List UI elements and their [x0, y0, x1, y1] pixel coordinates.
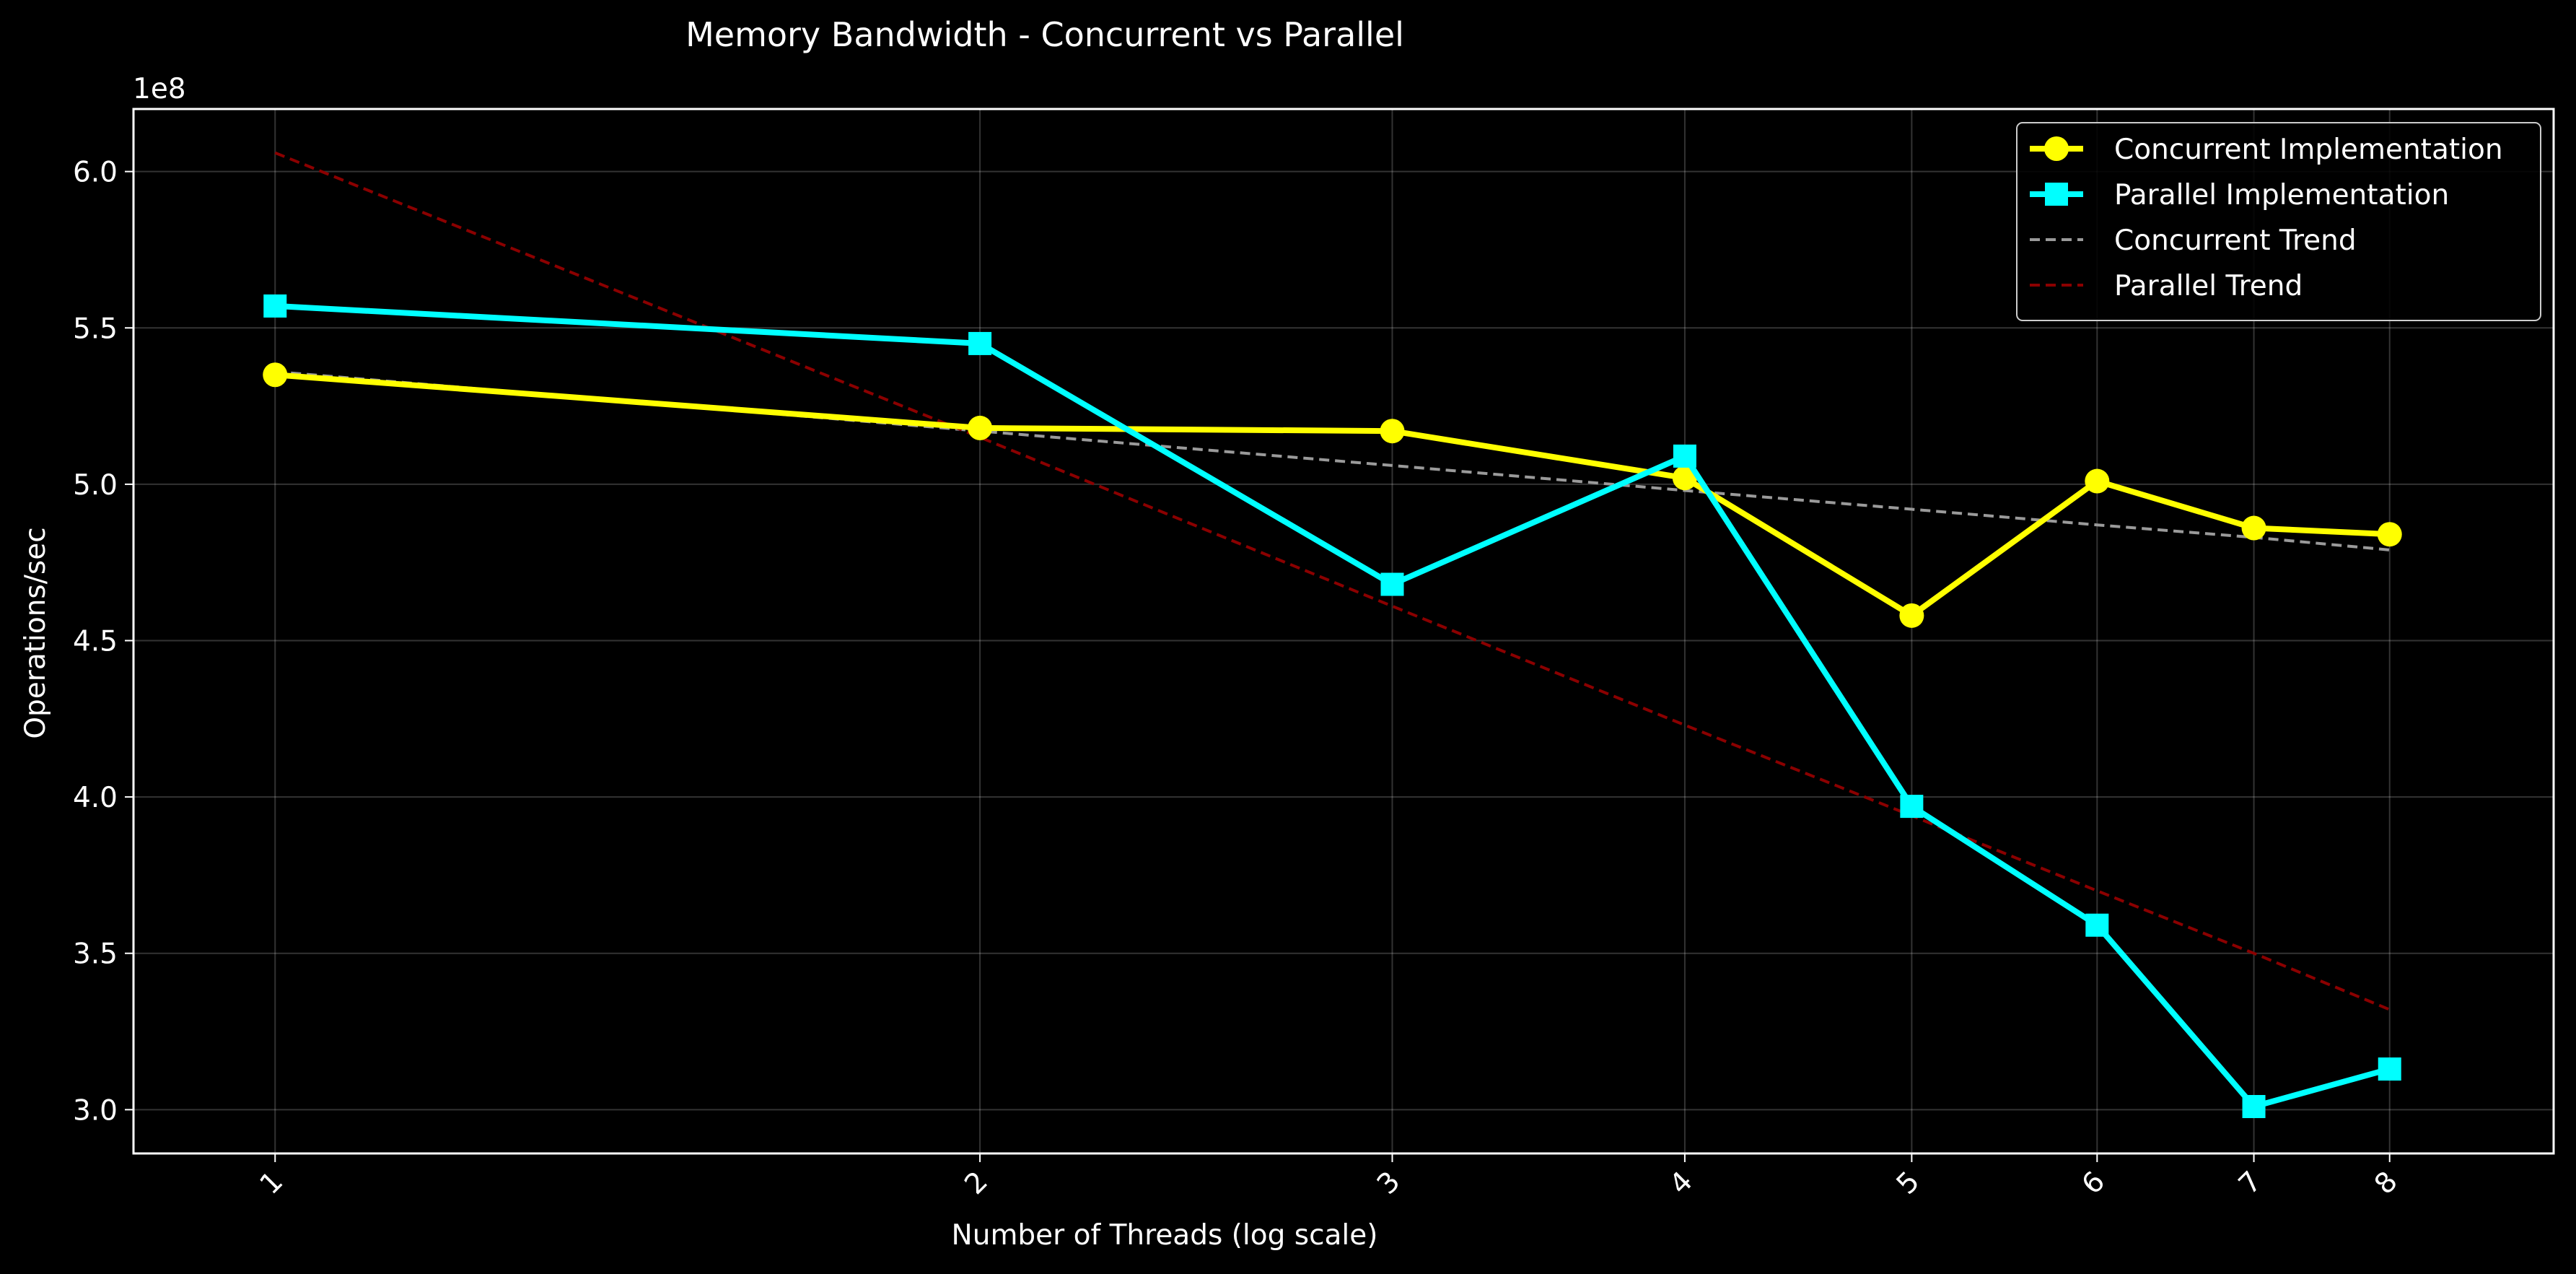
- parallel-trend-series: [274, 151, 2391, 1011]
- concurrent-implementation-point: [1380, 419, 1405, 444]
- legend-label: Parallel Implementation: [2114, 179, 2449, 211]
- parallel-implementation-point: [2378, 1057, 2401, 1081]
- legend-marker: [2045, 183, 2068, 206]
- parallel-implementation-point: [1900, 795, 1924, 819]
- parallel-implementation-point: [968, 331, 992, 355]
- y-tick-label: 3.0: [73, 1094, 118, 1127]
- legend-item: Concurrent Trend: [2030, 224, 2357, 257]
- chart-title: Memory Bandwidth - Concurrent vs Paralle…: [685, 15, 1404, 54]
- concurrent-implementation-point: [2241, 515, 2266, 541]
- concurrent-trend-series: [275, 370, 2390, 551]
- y-axis-label: Operations/sec: [19, 527, 52, 738]
- x-axis-label: Number of Threads (log scale): [952, 1219, 1378, 1252]
- concurrent-implementation-point: [1899, 603, 1924, 628]
- parallel-implementation-point: [2242, 1095, 2266, 1119]
- legend: Concurrent Implementation Parallel Implem…: [2016, 122, 2541, 321]
- parallel-trend-line: [274, 151, 2391, 1011]
- parallel-implementation-point: [1673, 444, 1696, 468]
- y-tick-label: 4.5: [73, 625, 118, 658]
- parallel-implementation-point: [263, 294, 287, 318]
- concurrent-implementation-point: [968, 415, 993, 440]
- concurrent-implementation-point: [2377, 522, 2402, 547]
- y-tick-label: 5.0: [73, 469, 118, 502]
- concurrent-implementation-point: [2085, 468, 2110, 494]
- axis-ticks: 1 2 3 4 5 6 7 83.03.54.04.55.05.56.0: [73, 157, 2404, 1201]
- concurrent-implementation-series: [263, 362, 2402, 628]
- legend-item: Parallel Trend: [2030, 270, 2303, 302]
- legend-item: Concurrent Implementation: [2030, 134, 2503, 166]
- y-offset-label: 1e8: [133, 73, 186, 105]
- y-tick-label: 5.5: [73, 313, 118, 345]
- legend-box: [2016, 122, 2541, 321]
- parallel-implementation-point: [2085, 913, 2109, 937]
- plot-frame: [132, 108, 2555, 1155]
- legend-label: Concurrent Trend: [2114, 224, 2357, 257]
- legend-item: Parallel Implementation: [2030, 179, 2449, 211]
- legend-marker: [2044, 136, 2069, 161]
- y-tick-label: 6.0: [73, 157, 118, 189]
- y-tick-label: 4.0: [73, 782, 118, 814]
- concurrent-trend-line: [275, 370, 2390, 551]
- y-tick-label: 3.5: [73, 938, 118, 971]
- legend-label: Parallel Trend: [2114, 270, 2303, 302]
- concurrent-implementation-point: [1672, 466, 1697, 491]
- parallel-implementation-point: [1380, 572, 1404, 596]
- concurrent-implementation-point: [263, 362, 288, 388]
- trend-lines: [274, 151, 2391, 1011]
- parallel-implementation-series: [263, 294, 2401, 1119]
- legend-label: Concurrent Implementation: [2114, 134, 2503, 166]
- series-lines: [263, 294, 2402, 1119]
- parallel-implementation-line: [275, 302, 2391, 1109]
- concurrent-implementation-line: [274, 372, 2390, 619]
